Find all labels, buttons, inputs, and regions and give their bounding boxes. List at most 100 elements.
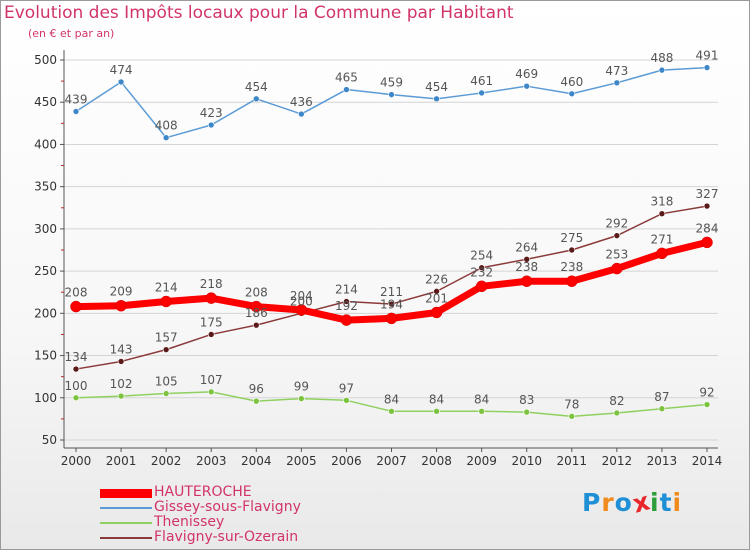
data-label: 96 <box>249 382 264 396</box>
data-point <box>115 299 127 312</box>
data-label: 218 <box>200 277 223 291</box>
data-point <box>117 358 125 365</box>
data-point <box>523 408 531 416</box>
data-label: 474 <box>110 63 133 77</box>
data-point <box>703 202 711 210</box>
data-label: 83 <box>519 393 534 407</box>
data-label: 253 <box>605 248 628 262</box>
data-point <box>72 365 80 373</box>
x-tick-label: 2010 <box>511 454 542 468</box>
data-point <box>478 407 485 415</box>
data-label: 194 <box>380 297 403 311</box>
x-tick-label: 2002 <box>151 454 182 468</box>
data-label: 78 <box>564 397 579 411</box>
data-point <box>611 262 623 275</box>
x-tick-label: 2003 <box>196 454 227 468</box>
data-label: 97 <box>339 381 354 395</box>
legend-swatch <box>100 507 152 509</box>
data-point <box>207 331 215 338</box>
data-point <box>656 247 668 260</box>
data-point <box>433 288 440 295</box>
data-point <box>388 91 395 98</box>
data-point <box>72 394 80 402</box>
data-label: 488 <box>650 51 673 65</box>
data-point <box>523 255 531 263</box>
data-label: 84 <box>429 392 444 406</box>
data-label: 208 <box>245 286 268 300</box>
data-label: 461 <box>470 74 493 88</box>
x-tick-label: 2013 <box>647 454 678 468</box>
chart-title: Evolution des Impôts locaux pour la Comm… <box>4 3 514 23</box>
legend-swatch <box>100 522 152 524</box>
data-point <box>298 395 305 402</box>
data-point <box>475 280 488 293</box>
data-label: 465 <box>335 71 358 85</box>
data-label: 460 <box>560 75 583 89</box>
data-point <box>520 275 533 287</box>
data-point <box>207 388 215 396</box>
data-point <box>343 298 350 305</box>
data-point <box>613 409 621 417</box>
y-tick-label: 50 <box>42 433 57 447</box>
data-label: 436 <box>290 95 313 109</box>
y-tick-label: 200 <box>34 306 57 320</box>
data-label: 209 <box>110 285 133 299</box>
data-point <box>250 300 263 313</box>
legend-swatch <box>100 488 152 498</box>
data-label: 264 <box>515 240 538 254</box>
data-label: 200 <box>290 294 313 308</box>
y-tick-label: 500 <box>34 53 57 67</box>
data-label: 105 <box>155 375 178 389</box>
y-tick-label: 300 <box>34 222 57 236</box>
data-label: 292 <box>605 217 628 231</box>
logo-letter: o <box>614 488 633 517</box>
y-tick-label: 350 <box>34 180 57 194</box>
y-tick-label: 400 <box>34 137 57 151</box>
x-tick-label: 2009 <box>466 454 497 468</box>
x-tick-label: 2008 <box>421 454 452 468</box>
data-point <box>295 304 308 316</box>
data-label: 99 <box>294 380 309 394</box>
data-point <box>613 232 621 239</box>
data-point <box>343 397 350 404</box>
data-point <box>162 134 170 141</box>
logo-letter: i <box>650 488 660 517</box>
data-point <box>478 89 485 97</box>
x-tick-label: 2006 <box>331 454 362 468</box>
data-point <box>388 300 395 308</box>
data-label: 254 <box>470 249 493 263</box>
legend-label: Flavigny-sur-Ozerain <box>154 529 299 545</box>
data-point <box>70 300 82 313</box>
data-label: 226 <box>425 272 448 286</box>
data-label: 214 <box>155 281 178 295</box>
data-point <box>162 390 170 397</box>
x-tick-label: 2005 <box>286 454 317 468</box>
logo-letter: r <box>601 488 615 517</box>
legend-label: Thenissey <box>154 514 225 530</box>
legend-label: Gissey-sous-Flavigny <box>154 499 301 515</box>
data-label: 271 <box>650 232 673 246</box>
data-point <box>205 292 217 304</box>
data-label: 134 <box>65 350 88 364</box>
logo-letter: P <box>582 488 602 517</box>
data-label: 275 <box>560 231 583 245</box>
data-label: 84 <box>474 392 489 406</box>
data-label: 211 <box>380 285 403 299</box>
y-tick-label: 100 <box>34 391 57 405</box>
data-label: 491 <box>696 49 719 63</box>
data-label: 92 <box>699 386 714 400</box>
data-label: 214 <box>335 283 358 297</box>
data-label: 100 <box>65 379 88 393</box>
data-label: 473 <box>605 64 628 78</box>
data-point <box>252 397 260 405</box>
data-label: 102 <box>110 377 133 391</box>
data-point <box>298 110 305 118</box>
data-label: 284 <box>696 221 719 235</box>
data-point <box>703 64 711 71</box>
data-label: 238 <box>515 260 538 274</box>
data-point <box>252 321 260 329</box>
data-label: 82 <box>609 394 624 408</box>
logo-letter: i <box>672 488 683 517</box>
data-point <box>433 407 440 415</box>
data-label: 454 <box>425 80 448 94</box>
